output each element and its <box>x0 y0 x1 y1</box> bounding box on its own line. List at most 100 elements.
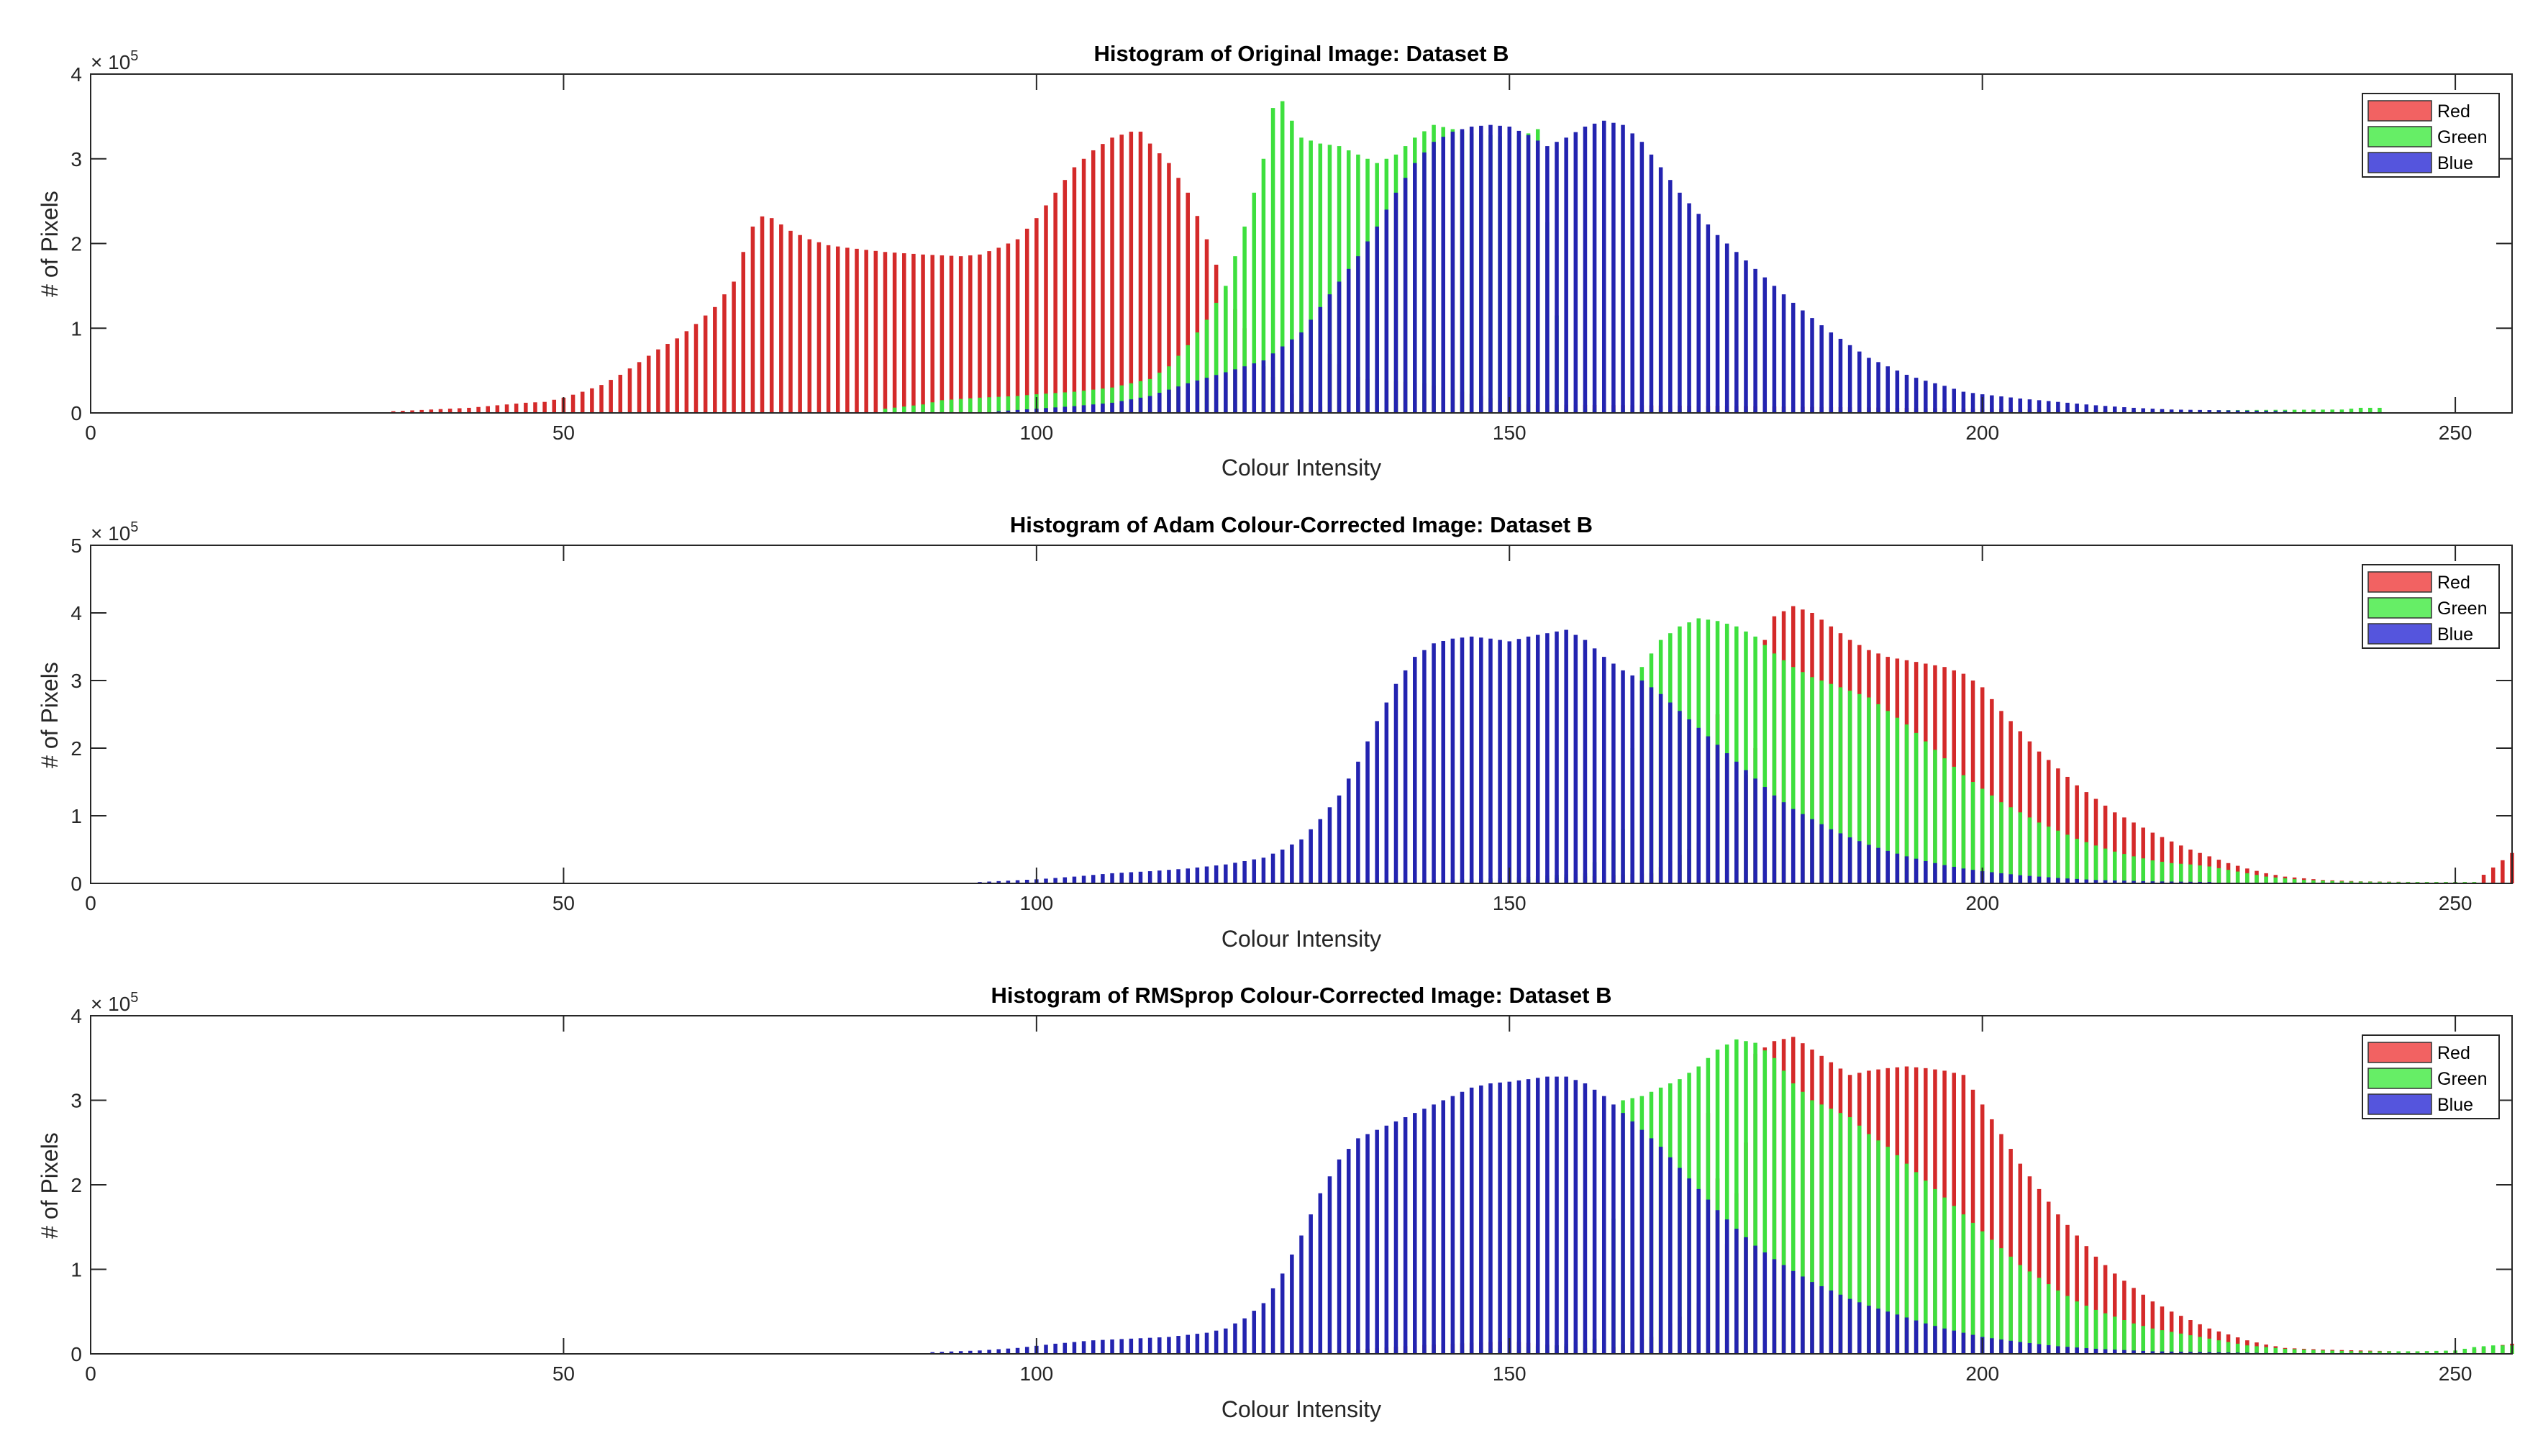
bar-red-72 <box>769 218 774 413</box>
bar-red-204 <box>2018 1163 2023 1355</box>
bar-blue-142 <box>1432 643 1436 883</box>
bar-blue-130 <box>1318 1193 1323 1354</box>
bar-blue-168 <box>1678 192 1682 413</box>
bar-blue-104 <box>1072 1342 1077 1354</box>
bar-green-238 <box>2339 409 2344 413</box>
bar-blue-207 <box>2046 1344 2051 1354</box>
bar-green-234 <box>2301 880 2306 883</box>
bar-green-187 <box>1857 1125 1862 1354</box>
bar-green-132 <box>1337 146 1342 413</box>
bar-blue-121 <box>1233 369 1237 413</box>
bar-blue-102 <box>1053 878 1057 883</box>
bar-green-99 <box>1024 395 1029 413</box>
bar-green-88 <box>921 404 925 413</box>
bar-blue-118 <box>1204 1332 1209 1355</box>
bar-blue-220 <box>2169 881 2174 883</box>
bar-blue-167 <box>1668 180 1673 413</box>
bar-red-54 <box>599 385 604 413</box>
bar-blue-92 <box>958 1351 963 1354</box>
bar-blue-187 <box>1857 841 1862 883</box>
bar-green-122 <box>1242 226 1247 413</box>
bar-blue-208 <box>2056 401 2060 413</box>
bar-green-181 <box>1801 672 1805 883</box>
bar-blue-120 <box>1224 372 1228 413</box>
bar-blue-162 <box>1621 670 1625 883</box>
y-tick-label: 1 <box>70 805 82 827</box>
bar-blue-138 <box>1393 1121 1398 1355</box>
bar-blue-222 <box>2188 1352 2193 1354</box>
bar-green-175 <box>1744 631 1748 883</box>
bar-blue-206 <box>2037 1344 2042 1354</box>
bar-red-201 <box>1990 1119 1994 1354</box>
bar-blue-222 <box>2188 409 2193 413</box>
bar-blue-197 <box>1952 866 1956 883</box>
bar-blue-190 <box>1885 850 1890 883</box>
bar-blue-96 <box>996 411 1001 413</box>
bar-green-255 <box>2501 1345 2505 1354</box>
bar-green-242 <box>2378 407 2382 413</box>
bar-blue-165 <box>1649 687 1654 883</box>
bar-green-195 <box>1933 1188 1937 1355</box>
bar-blue-202 <box>1999 1339 2003 1354</box>
bar-blue-195 <box>1933 1326 1937 1354</box>
bar-blue-186 <box>1847 1298 1852 1355</box>
bar-green-233 <box>2292 409 2297 413</box>
bar-blue-96 <box>996 881 1001 883</box>
bar-blue-107 <box>1101 1339 1105 1354</box>
bar-red-220 <box>2169 841 2174 883</box>
bar-red-205 <box>2027 741 2032 883</box>
y-tick-label: 4 <box>70 1005 82 1027</box>
bar-green-210 <box>2075 838 2079 883</box>
bar-blue-107 <box>1101 874 1105 883</box>
bar-blue-147 <box>1479 637 1483 883</box>
bar-green-189 <box>1876 704 1880 883</box>
bar-blue-188 <box>1867 1306 1871 1354</box>
legend-label-blue: Blue <box>2437 153 2473 173</box>
bar-blue-170 <box>1696 727 1701 883</box>
bar-blue-196 <box>1942 865 1947 883</box>
bar-red-84 <box>883 252 888 413</box>
bar-blue-155 <box>1555 631 1559 883</box>
bar-blue-161 <box>1611 1104 1616 1355</box>
bar-green-237 <box>2330 881 2334 883</box>
bar-blue-144 <box>1450 1096 1455 1355</box>
bar-blue-128 <box>1299 1235 1304 1354</box>
bar-red-51 <box>570 394 576 413</box>
bar-green-246 <box>2415 1351 2420 1354</box>
bar-blue-153 <box>1535 634 1540 883</box>
y-tick-label: 1 <box>70 317 82 340</box>
bar-blue-226 <box>2226 410 2231 413</box>
bar-green-249 <box>2444 1350 2448 1354</box>
bar-green-212 <box>2093 1309 2098 1354</box>
bar-blue-217 <box>2141 408 2145 413</box>
bar-red-210 <box>2075 1235 2079 1354</box>
bar-blue-139 <box>1403 670 1408 883</box>
bar-blue-133 <box>1346 268 1351 413</box>
bar-blue-124 <box>1261 857 1266 883</box>
bar-blue-184 <box>1829 1290 1834 1355</box>
bar-blue-213 <box>2103 1349 2108 1354</box>
bar-green-91 <box>949 399 954 413</box>
bar-blue-130 <box>1318 306 1323 413</box>
y-tick-label: 0 <box>70 402 82 424</box>
chart-title: Histogram of RMSprop Colour-Corrected Im… <box>991 983 1612 1008</box>
bar-red-210 <box>2075 785 2079 883</box>
bar-blue-115 <box>1176 1336 1180 1354</box>
bar-green-224 <box>2207 866 2212 883</box>
bar-blue-223 <box>2198 1352 2202 1354</box>
bar-green-201 <box>1990 1239 1994 1355</box>
bar-green-124 <box>1261 158 1266 413</box>
bar-green-111 <box>1138 381 1143 413</box>
bar-blue-227 <box>2235 410 2240 413</box>
bar-blue-125 <box>1270 353 1275 413</box>
x-tick-label: 200 <box>1965 892 1999 914</box>
bar-blue-137 <box>1384 702 1389 883</box>
bar-green-108 <box>1110 387 1114 413</box>
bar-blue-114 <box>1167 1337 1171 1354</box>
bar-blue-145 <box>1460 1091 1465 1354</box>
bar-green-237 <box>2330 409 2334 413</box>
bar-blue-115 <box>1176 869 1180 883</box>
bar-green-125 <box>1270 108 1275 413</box>
bar-green-188 <box>1867 697 1871 883</box>
bar-blue-185 <box>1838 1294 1843 1354</box>
